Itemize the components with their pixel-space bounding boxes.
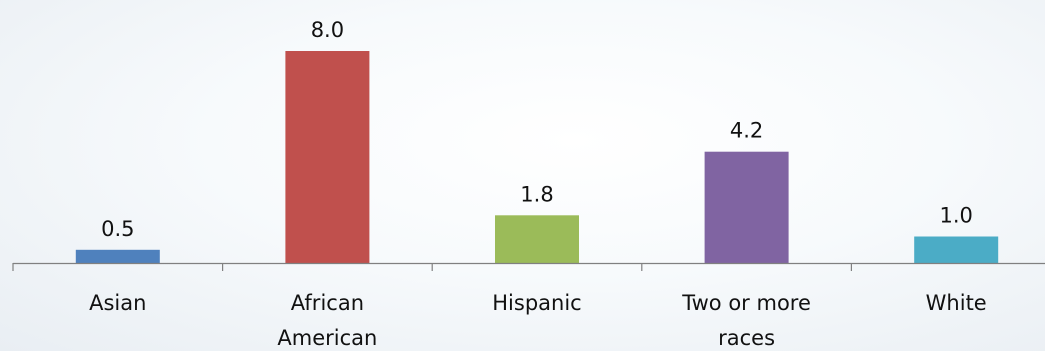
category-label: Asian [89,291,146,315]
category-label: White [926,291,987,315]
labels-layer: 0.5 Asian 8.0 African American 1.8 Hispanic 4.2… [89,18,987,350]
data-label: 8.0 [311,18,344,42]
category-label: Hispanic [492,291,581,315]
bar-white [914,236,999,263]
category-label: African American [277,291,377,350]
x-axis [12,262,1045,271]
data-label: 1.8 [520,182,553,206]
data-label: 0.5 [101,217,134,241]
bars-layer [75,51,999,264]
data-label: 4.2 [730,119,763,143]
category-label: Two or more races [681,291,811,350]
bar-asian [75,249,160,264]
data-label: 1.0 [939,204,972,228]
bar-two-or-more-races [704,151,789,263]
bar-hispanic [495,215,579,263]
bar-african-american [285,51,370,263]
